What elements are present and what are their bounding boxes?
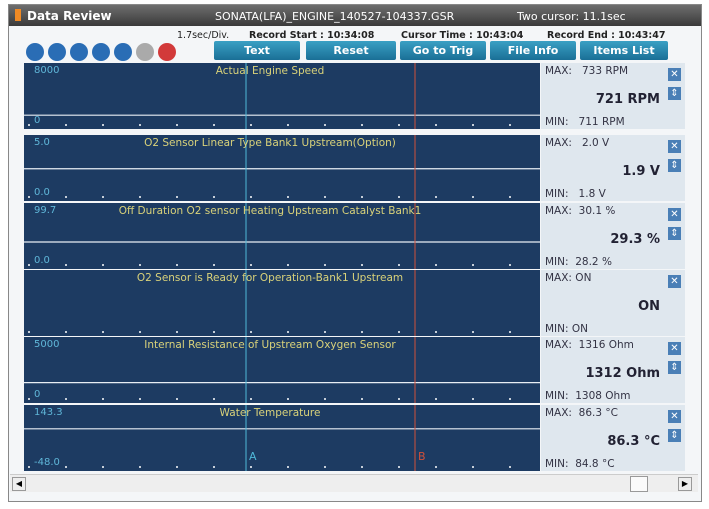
cursor-time: Cursor Time : 10:43:04: [401, 30, 524, 41]
scale-button[interactable]: ⇕: [668, 429, 681, 442]
scale-button[interactable]: ⇕: [668, 159, 681, 172]
axis-bottom: 0: [34, 389, 41, 400]
axis-bottom: 0.0: [34, 187, 50, 198]
panel-title: O2 Sensor Linear Type Bank1 Upstream(Opt…: [144, 137, 396, 149]
panel-title: Water Temperature: [219, 407, 321, 419]
cursor-label: A: [249, 450, 257, 463]
scroll-right[interactable]: ▶: [678, 477, 692, 491]
graph-panel: [24, 337, 540, 403]
toolbar-button[interactable]: Reset Min.Max: [306, 41, 396, 76]
side-panel: [541, 203, 685, 269]
cursor-label: B: [418, 450, 426, 463]
current: 721 RPM: [595, 92, 660, 107]
panel-title: Actual Engine Speed: [215, 65, 325, 77]
current: 86.3 °C: [607, 434, 660, 449]
max: MAX: 30.1 %: [545, 205, 616, 217]
side-panel: [541, 337, 685, 403]
panel-title: Internal Resistance of Upstream Oxygen S…: [144, 339, 396, 351]
remove-item[interactable]: ✕: [668, 208, 681, 221]
icon-button[interactable]: [70, 43, 88, 61]
panel-title: Off Duration O2 sensor Heating Upstream …: [118, 205, 422, 217]
icon-button[interactable]: [136, 43, 154, 61]
current: 29.3 %: [610, 232, 660, 247]
side-panel: [541, 405, 685, 471]
panel-title: O2 Sensor is Ready for Operation-Bank1 U…: [136, 272, 404, 284]
division: 1.7sec/Div.: [177, 30, 230, 41]
axis-bottom: 0.0: [34, 255, 50, 266]
record-end: Record End : 10:43:47: [547, 30, 666, 41]
scale-button[interactable]: ⇕: [668, 87, 681, 100]
app-icon: [15, 9, 21, 21]
remove-item[interactable]: ✕: [668, 140, 681, 153]
scroll-left[interactable]: ◀: [12, 477, 26, 491]
min: MIN: ON: [545, 323, 589, 335]
cursor-info: Two cursor: 11.1sec: [517, 10, 626, 23]
title-bar: [9, 5, 701, 26]
axis-top: 143.3: [34, 407, 63, 418]
graph-panel: [24, 270, 540, 336]
icon-button[interactable]: [92, 43, 110, 61]
max: MAX: 1316 Ohm: [545, 339, 634, 351]
min: MIN: 1.8 V: [545, 188, 606, 200]
record-start: Record Start : 10:34:08: [249, 30, 375, 41]
min: MIN: 84.8 °C: [545, 458, 615, 470]
axis-top: 5000: [34, 339, 60, 350]
axis-top: 5.0: [34, 137, 50, 148]
icon-button[interactable]: [158, 43, 176, 61]
remove-item[interactable]: ✕: [668, 410, 681, 423]
graph: [28, 270, 511, 336]
app-title: Data Review: [27, 9, 112, 23]
graph: [24, 203, 540, 269]
remove-item[interactable]: ✕: [668, 68, 681, 81]
graph-panel: [24, 135, 540, 201]
scale-button[interactable]: ⇕: [668, 227, 681, 240]
max: MAX: 2.0 V: [545, 137, 610, 149]
scrollbar[interactable]: ◀ ▶: [10, 474, 698, 492]
remove-item[interactable]: ✕: [668, 275, 681, 288]
icon-button[interactable]: [114, 43, 132, 61]
graph-panel: [24, 63, 540, 129]
icon-button[interactable]: [48, 43, 66, 61]
axis-top: 99.7: [34, 205, 57, 216]
icon-button[interactable]: [26, 43, 44, 61]
max: MAX: 86.3 °C: [545, 407, 618, 419]
max: MAX: ON: [545, 272, 592, 284]
current: 1.9 V: [622, 164, 660, 179]
min: MIN: 28.2 %: [545, 256, 612, 268]
side-panel: [541, 135, 685, 201]
max: MAX: 733 RPM: [545, 65, 629, 77]
remove-item[interactable]: ✕: [668, 342, 681, 355]
graph-panel: [24, 405, 540, 471]
min: MIN: 1308 Ohm: [545, 390, 631, 402]
axis-top: 8000: [34, 65, 60, 76]
graph: [24, 135, 540, 201]
toolbar-button[interactable]: File Info: [490, 41, 576, 60]
graph-panel: [24, 203, 540, 269]
graph: [24, 337, 540, 403]
current: ON: [638, 299, 660, 314]
side-panel: [541, 270, 685, 336]
file-name: SONATA(LFA)_ENGINE_140527-104337.GSR: [215, 10, 455, 23]
toolbar-button[interactable]: Items List: [580, 41, 668, 60]
toolbar-button[interactable]: Go to Trig: [400, 41, 486, 60]
axis-bottom: 0: [34, 115, 41, 126]
side-panel: [541, 63, 685, 129]
toolbar-button[interactable]: Text: [214, 41, 300, 60]
graph: [24, 405, 540, 471]
scale-button[interactable]: ⇕: [668, 361, 681, 374]
min: MIN: 711 RPM: [545, 116, 625, 128]
graph: [24, 63, 540, 129]
current: 1312 Ohm: [585, 366, 660, 381]
scroll-thumb[interactable]: [630, 476, 648, 492]
axis-bottom: -48.0: [34, 457, 60, 468]
